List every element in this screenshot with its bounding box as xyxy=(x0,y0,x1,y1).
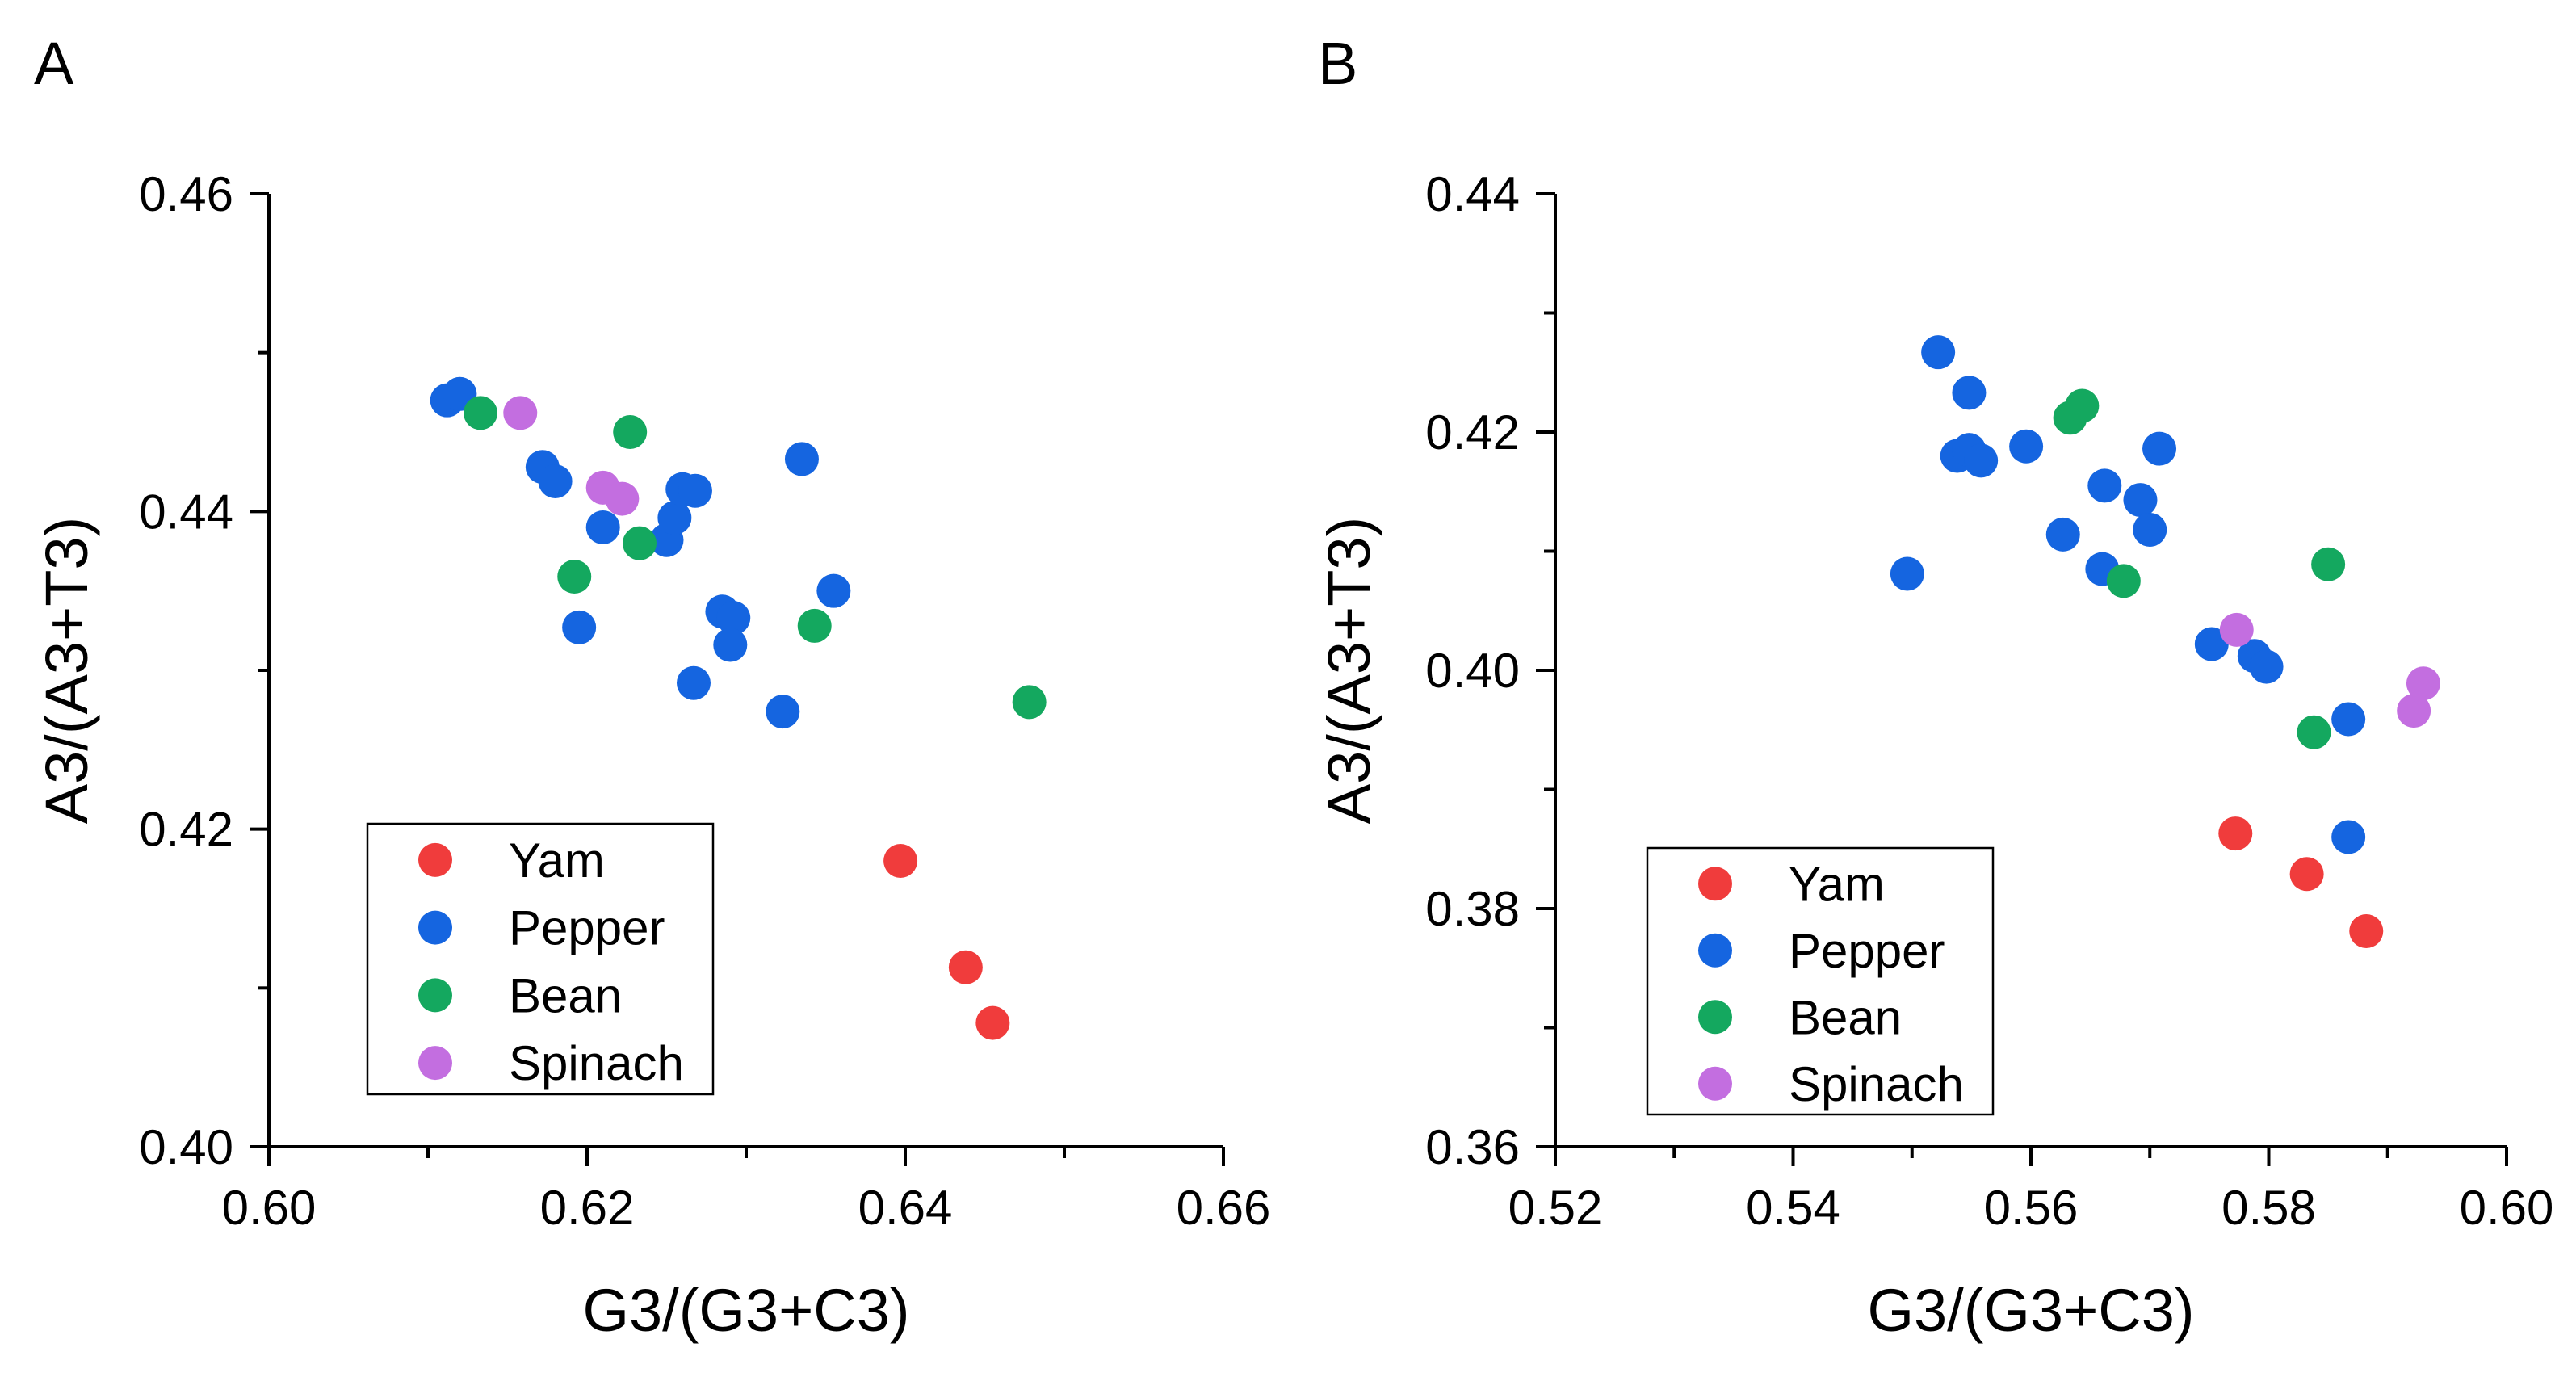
data-point-pepper xyxy=(1964,443,1999,478)
legend-marker-yam xyxy=(1698,867,1732,901)
data-point-pepper xyxy=(1890,556,1924,591)
data-point-pepper xyxy=(678,473,712,508)
data-point-bean xyxy=(464,396,498,430)
data-point-pepper xyxy=(766,695,800,729)
data-point-bean xyxy=(557,559,592,594)
data-point-spinach xyxy=(2397,694,2431,728)
legend-label-bean: Bean xyxy=(509,968,622,1022)
x-tick-label: 0.56 xyxy=(1984,1181,2079,1235)
panel-label: B xyxy=(1318,30,1357,97)
legend-marker-pepper xyxy=(1698,933,1732,968)
x-tick-label: 0.62 xyxy=(540,1181,635,1235)
legend-marker-spinach xyxy=(418,1046,452,1081)
data-point-bean xyxy=(2106,564,2141,598)
data-point-bean xyxy=(1012,685,1047,720)
y-tick-label: 0.40 xyxy=(1425,644,1520,698)
data-point-yam xyxy=(883,844,918,878)
data-point-spinach xyxy=(605,481,640,516)
data-point-yam xyxy=(2289,857,2324,892)
legend-label-spinach: Spinach xyxy=(509,1036,684,1090)
x-axis-title: G3/(G3+C3) xyxy=(1867,1277,2194,1344)
y-tick-label: 0.42 xyxy=(1425,405,1520,460)
legend-label-pepper: Pepper xyxy=(509,901,665,955)
legend-label-pepper: Pepper xyxy=(1789,924,1945,978)
data-point-pepper xyxy=(538,464,573,498)
data-point-pepper xyxy=(784,442,819,476)
data-point-spinach xyxy=(2219,612,2254,647)
data-point-spinach xyxy=(503,396,538,430)
panel-a-scatter-plot: A 0.60 0.62 0.64 0.66 0.40 0.42 0.44 0.46 G3/(G3+… xyxy=(33,30,1270,1344)
data-point-bean xyxy=(623,526,657,560)
data-point-yam xyxy=(2349,914,2384,949)
data-point-pepper xyxy=(1921,335,1956,370)
legend-marker-pepper xyxy=(418,910,452,945)
legend-marker-yam xyxy=(418,842,452,877)
data-point-pepper xyxy=(713,628,748,662)
y-tick-label: 0.36 xyxy=(1425,1120,1520,1174)
x-tick-label: 0.60 xyxy=(2460,1181,2554,1235)
data-point-pepper xyxy=(2133,512,2167,547)
data-point-pepper xyxy=(657,501,692,535)
legend-label-spinach: Spinach xyxy=(1789,1057,1964,1111)
legend-marker-bean xyxy=(418,978,452,1013)
x-tick-label: 0.66 xyxy=(1177,1181,1271,1235)
x-tick-label: 0.52 xyxy=(1508,1181,1603,1235)
data-point-pepper xyxy=(2331,702,2366,737)
data-point-pepper xyxy=(2087,468,2122,503)
x-tick-label: 0.60 xyxy=(222,1181,317,1235)
panel-b-scatter-plot: B 0.52 0.54 0.56 0.58 0.60 0.36 0.38 0.40 0.42 0.4… xyxy=(1315,30,2553,1344)
legend-label-yam: Yam xyxy=(509,833,605,888)
data-point-yam xyxy=(2218,816,2253,851)
y-tick-label: 0.46 xyxy=(139,167,233,221)
legend-label-bean: Bean xyxy=(1789,990,1902,1044)
data-point-pepper xyxy=(1952,376,1987,410)
data-point-bean xyxy=(2311,547,2346,581)
data-point-pepper xyxy=(2009,429,2044,464)
legend: Yam Pepper Bean Spinach xyxy=(366,822,715,1096)
legend-marker-spinach xyxy=(1698,1066,1732,1101)
data-point-yam xyxy=(975,1005,1010,1040)
y-axis-title: A3/(A3+T3) xyxy=(33,517,100,824)
y-tick-label: 0.44 xyxy=(139,485,233,539)
data-point-spinach xyxy=(2406,666,2440,701)
legend: Yam Pepper Bean Spinach xyxy=(1646,846,1995,1116)
y-tick-label: 0.44 xyxy=(1425,167,1520,221)
data-point-bean xyxy=(613,415,648,449)
y-axis-title: A3/(A3+T3) xyxy=(1315,517,1382,824)
data-point-bean xyxy=(2297,715,2331,749)
data-point-pepper xyxy=(2142,431,2177,466)
legend-label-yam: Yam xyxy=(1789,857,1885,911)
y-tick-label: 0.40 xyxy=(139,1120,233,1174)
data-point-pepper xyxy=(716,601,751,636)
data-point-pepper xyxy=(2123,483,2158,518)
x-tick-label: 0.64 xyxy=(858,1181,953,1235)
data-point-pepper xyxy=(2045,517,2080,552)
y-tick-label: 0.38 xyxy=(1425,882,1520,936)
data-point-pepper xyxy=(2194,627,2229,661)
data-point-pepper xyxy=(816,573,851,608)
data-point-pepper xyxy=(2331,820,2366,854)
x-tick-label: 0.58 xyxy=(2221,1181,2316,1235)
data-point-yam xyxy=(948,950,983,984)
x-axis-title: G3/(G3+C3) xyxy=(582,1277,909,1344)
legend-marker-bean xyxy=(1698,1000,1732,1035)
x-tick-label: 0.54 xyxy=(1746,1181,1840,1235)
data-point-bean xyxy=(797,608,832,643)
data-point-pepper xyxy=(2249,649,2284,684)
data-point-bean xyxy=(2065,388,2100,423)
panel-label: A xyxy=(34,30,74,97)
data-point-pepper xyxy=(676,665,711,700)
data-point-pepper xyxy=(585,510,620,544)
data-point-pepper xyxy=(562,610,597,644)
y-tick-label: 0.42 xyxy=(139,803,233,857)
